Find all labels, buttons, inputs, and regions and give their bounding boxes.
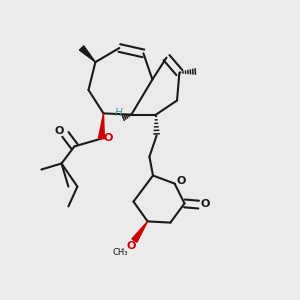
Text: O: O (176, 176, 186, 186)
Text: O: O (55, 126, 64, 136)
Polygon shape (132, 221, 148, 242)
Text: O: O (103, 133, 113, 143)
Text: H: H (115, 108, 123, 118)
Text: CH₃: CH₃ (112, 248, 128, 257)
Text: methyl: methyl (121, 248, 125, 250)
Polygon shape (98, 113, 104, 139)
Text: O: O (126, 241, 136, 251)
Polygon shape (80, 46, 95, 62)
Text: O: O (200, 199, 210, 209)
